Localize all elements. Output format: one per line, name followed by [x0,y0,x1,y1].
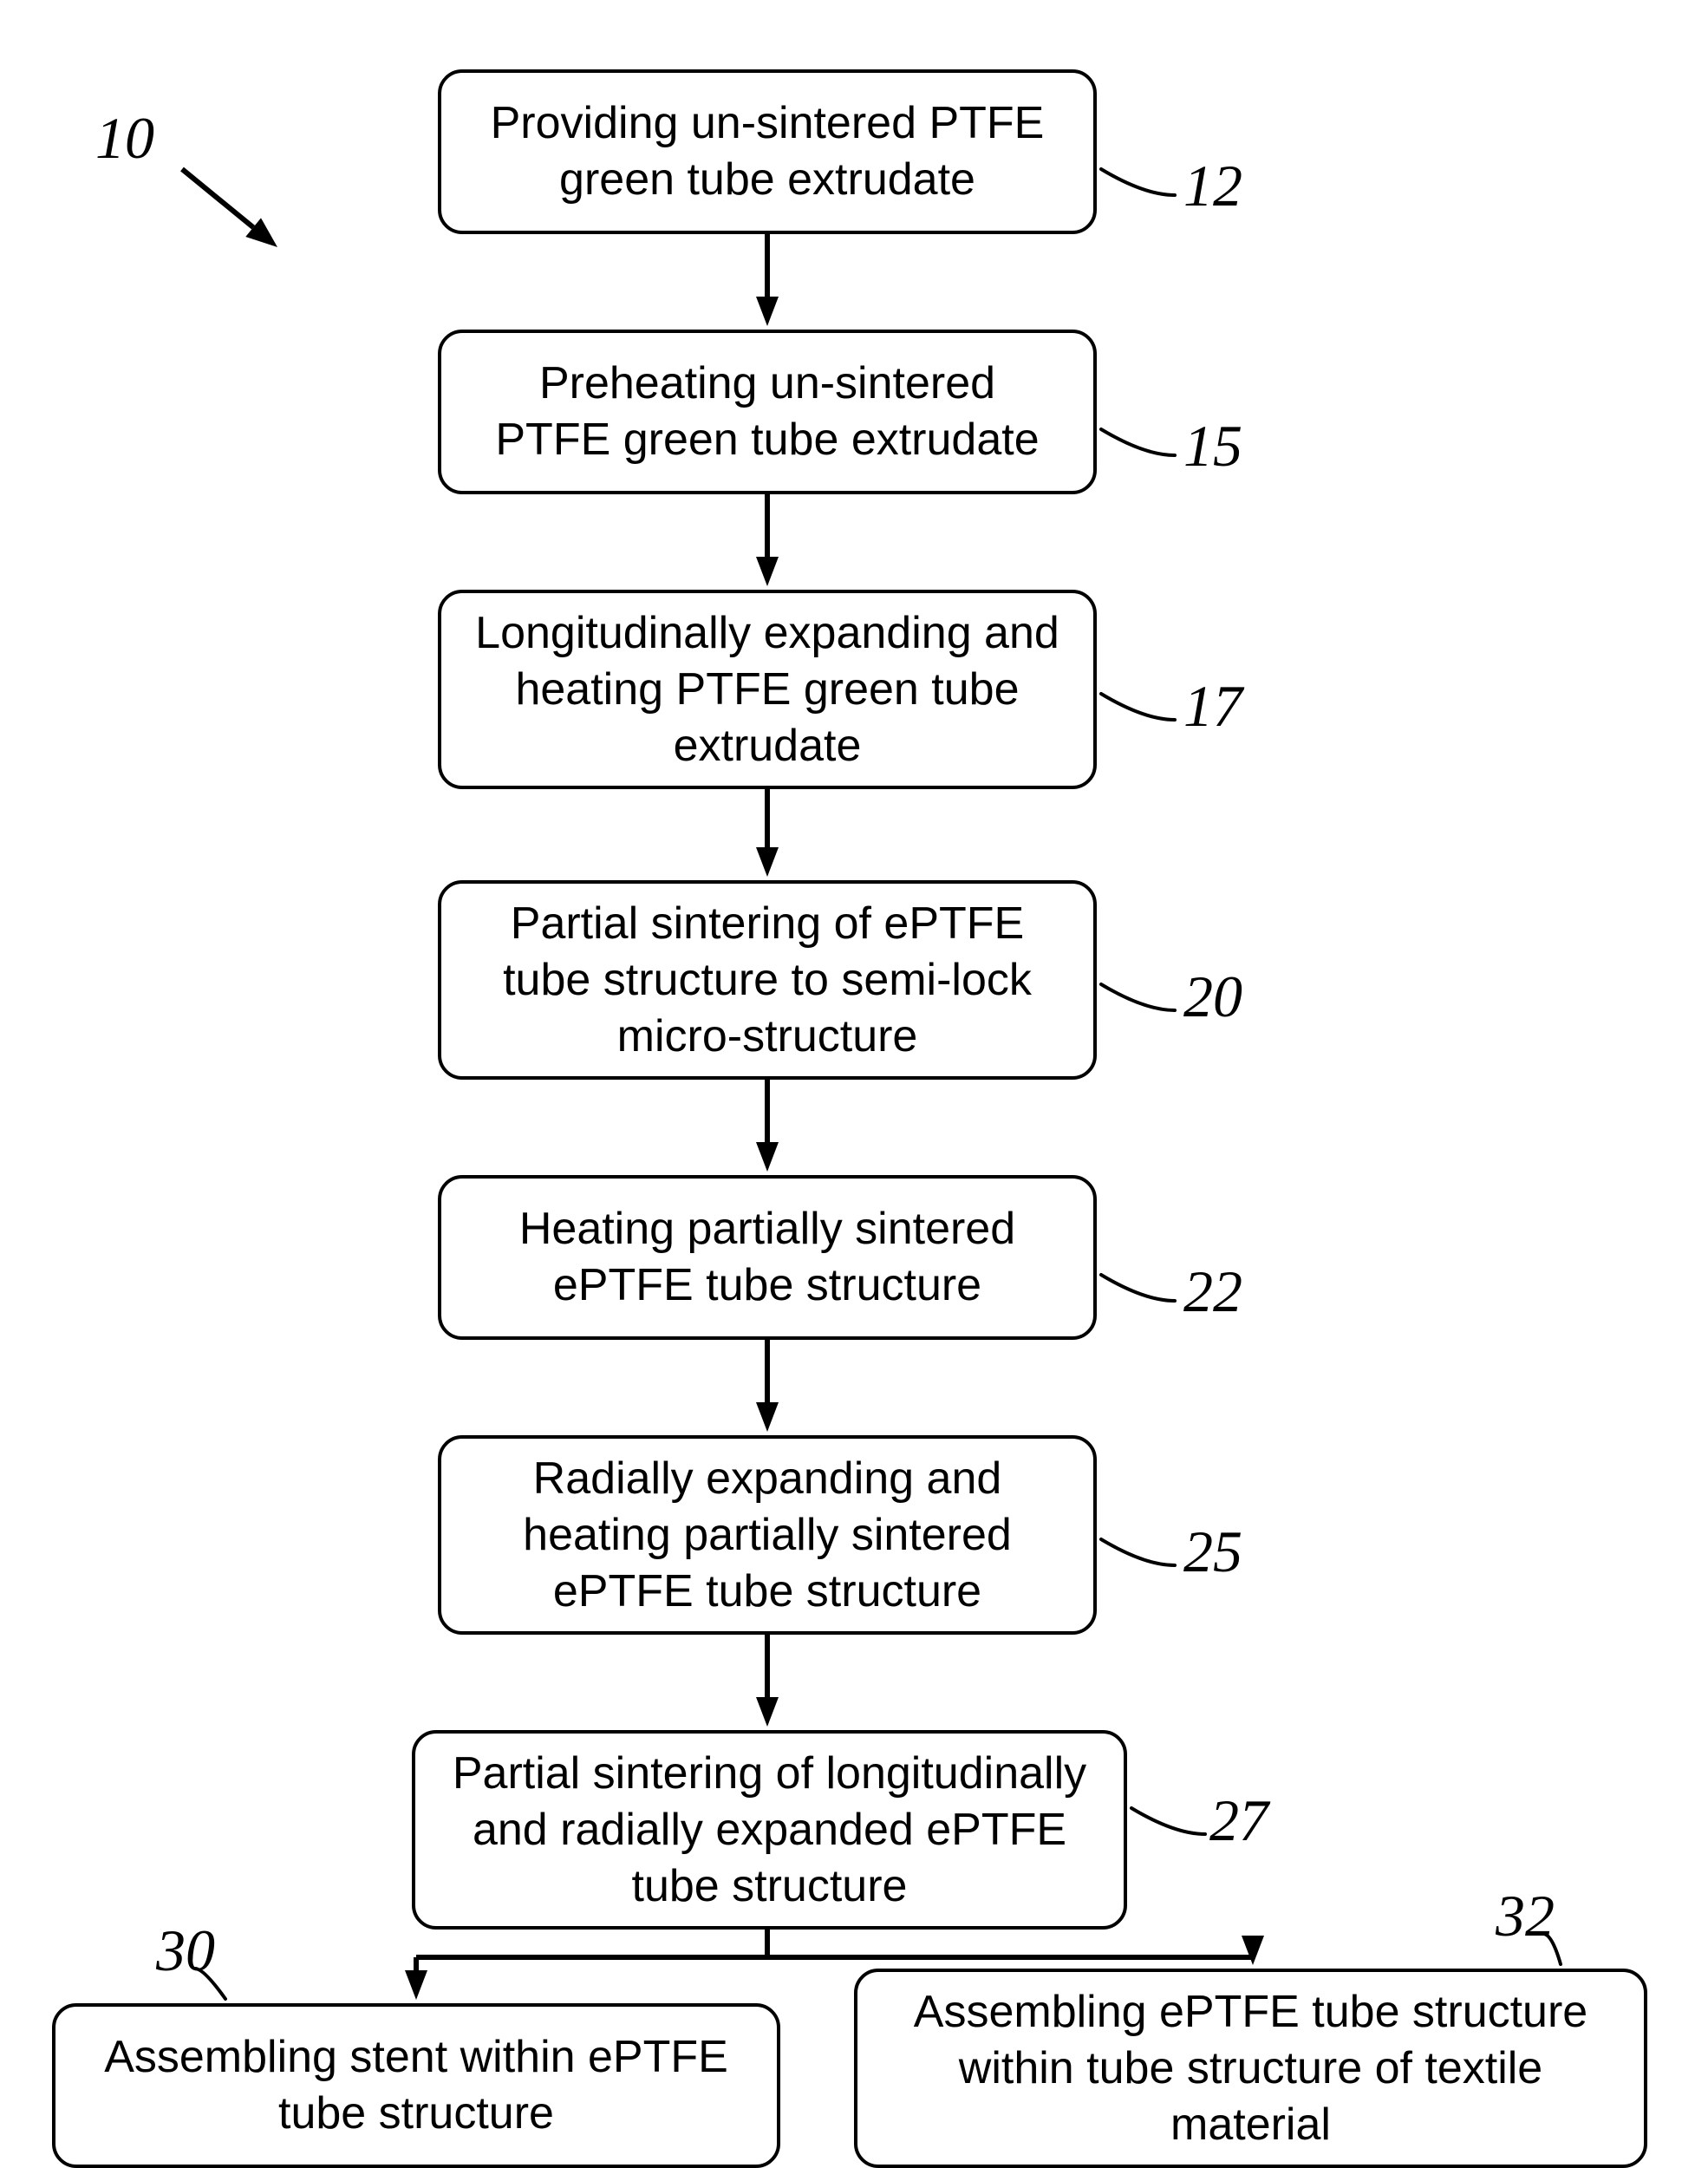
ref-label-32: 32 [1496,1882,1555,1950]
node-text: Preheating un-sinteredPTFE green tube ex… [495,356,1039,468]
node-step-27: Partial sintering of longitudinallyand r… [412,1730,1127,1930]
flowchart-canvas: 10 Providing un-sintered PTFEgreen tube … [0,0,1708,2125]
ref-label-27: 27 [1209,1786,1268,1855]
node-text: Assembling ePTFE tube structurewithin tu… [914,1984,1587,2153]
node-step-22: Heating partially sinteredePTFE tube str… [438,1175,1097,1340]
ref-label-17: 17 [1183,672,1242,741]
ref-label-30: 30 [156,1917,215,1985]
node-step-32: Assembling ePTFE tube structurewithin tu… [854,1969,1647,2168]
node-text: Assembling stent within ePTFEtube struct… [104,2029,728,2142]
node-step-20: Partial sintering of ePTFEtube structure… [438,880,1097,1080]
node-step-30: Assembling stent within ePTFEtube struct… [52,2003,780,2168]
node-step-25: Radially expanding andheating partially … [438,1435,1097,1635]
node-text: Heating partially sinteredePTFE tube str… [519,1201,1015,1314]
ref-label-15: 15 [1183,412,1242,480]
figure-number-label: 10 [95,104,154,173]
node-text: Longitudinally expanding andheating PTFE… [475,605,1059,774]
node-text: Providing un-sintered PTFEgreen tube ext… [491,95,1045,208]
ref-label-12: 12 [1183,152,1242,220]
node-text: Partial sintering of ePTFEtube structure… [503,896,1032,1065]
node-step-12: Providing un-sintered PTFEgreen tube ext… [438,69,1097,234]
ref-label-25: 25 [1183,1518,1242,1586]
ref-label-20: 20 [1183,963,1242,1031]
node-text: Partial sintering of longitudinallyand r… [453,1746,1086,1915]
ref-label-22: 22 [1183,1257,1242,1326]
node-step-15: Preheating un-sinteredPTFE green tube ex… [438,330,1097,494]
node-text: Radially expanding andheating partially … [523,1451,1012,1620]
node-step-17: Longitudinally expanding andheating PTFE… [438,590,1097,789]
